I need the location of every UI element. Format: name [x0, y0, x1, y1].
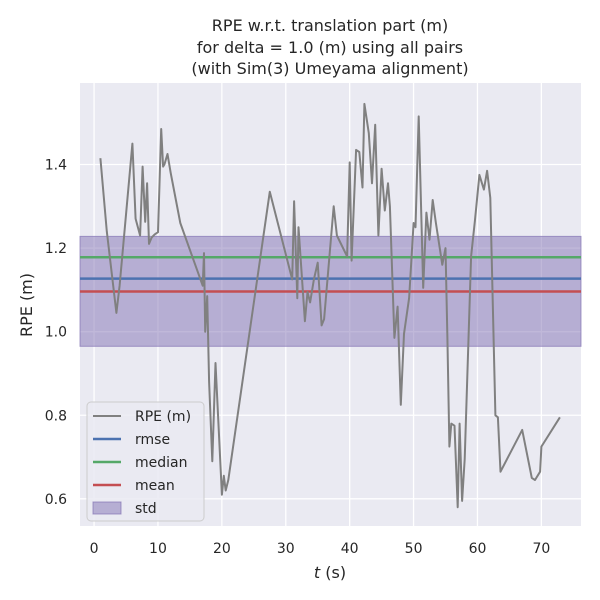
legend-label: mean — [135, 478, 175, 494]
chart-title-line-3: (with Sim(3) Umeyama alignment) — [191, 59, 468, 78]
tick-labels: 0 10 20 30 40 50 60 70 0.6 0.8 1.0 1.2 1.4 — [45, 157, 551, 557]
x-tick-label: 0 — [90, 541, 99, 557]
y-tick-label: 1.0 — [45, 325, 67, 341]
y-axis-label: RPE (m) — [17, 273, 36, 337]
x-tick-label: 70 — [532, 541, 550, 557]
legend: RPE (m) rmse median mean std — [86, 401, 205, 522]
chart-title-line-2: for delta = 1.0 (m) using all pairs — [197, 38, 463, 57]
x-tick-label: 20 — [213, 541, 231, 557]
x-tick-label: 40 — [341, 541, 359, 557]
legend-swatch — [92, 501, 122, 515]
statistic-lines — [80, 256, 581, 293]
x-axis-label-unit: (s) — [320, 563, 346, 582]
chart-title: RPE w.r.t. translation part (m) for delt… — [191, 16, 468, 78]
x-tick-label: 60 — [469, 541, 487, 557]
legend-label: std — [135, 501, 157, 517]
x-tick-label: 30 — [277, 541, 295, 557]
x-axis-label: t (s) — [314, 563, 346, 582]
y-tick-label: 1.2 — [45, 241, 67, 257]
y-tick-label: 0.8 — [45, 408, 67, 424]
y-tick-label: 0.6 — [45, 492, 67, 508]
legend-label: median — [135, 455, 187, 471]
y-tick-label: 1.4 — [45, 157, 67, 173]
x-axis-label-variable: t — [314, 563, 321, 582]
legend-box — [86, 401, 205, 522]
x-tick-label: 10 — [149, 541, 167, 557]
chart-title-line-1: RPE w.r.t. translation part (m) — [212, 16, 448, 35]
series-layer — [99, 102, 561, 509]
x-tick-label: 50 — [405, 541, 423, 557]
rpe-series-line — [99, 102, 561, 509]
legend-label: rmse — [135, 432, 170, 448]
legend-label: RPE (m) — [135, 409, 191, 425]
